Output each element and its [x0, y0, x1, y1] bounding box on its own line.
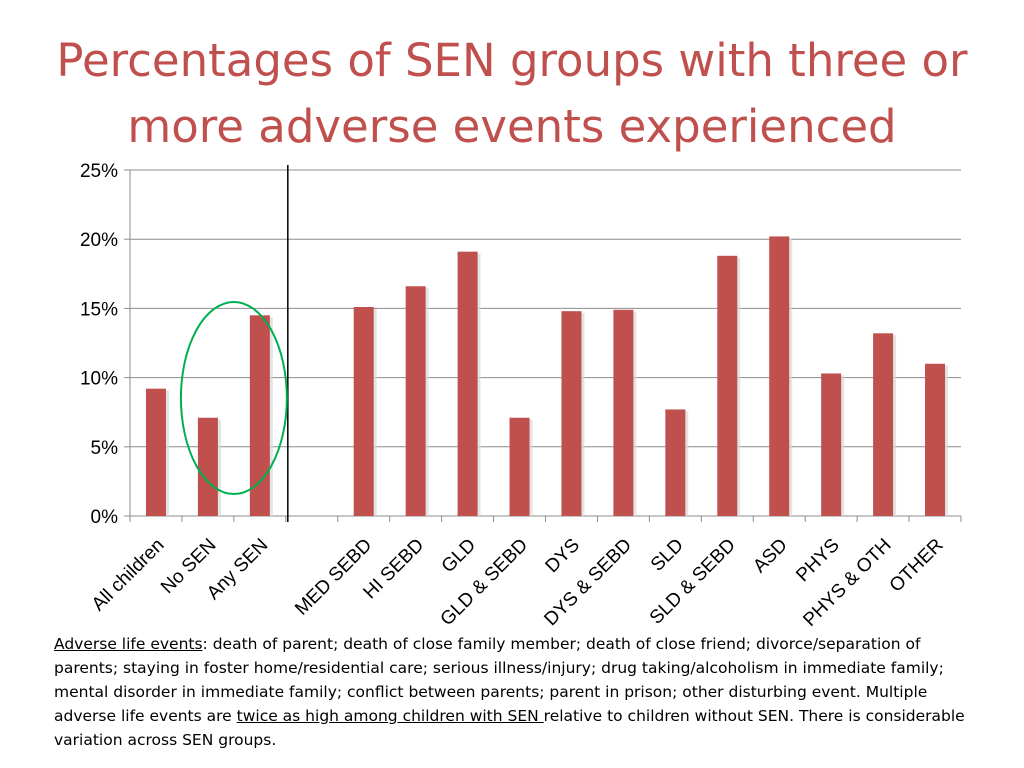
y-tick-label: 5% — [91, 438, 119, 459]
y-tick-label: 25% — [80, 161, 118, 182]
footnote: Adverse life events: death of parent; de… — [54, 632, 974, 752]
y-tick-label: 0% — [91, 507, 119, 528]
bar — [873, 333, 894, 516]
slide-title: Percentages of SEN groups with three or … — [56, 34, 968, 153]
y-tick-label: 10% — [80, 369, 118, 390]
y-tick-label: 20% — [80, 230, 118, 251]
bar — [353, 307, 374, 516]
bar — [145, 388, 166, 516]
footnote-events: : death of parent; death of close family… — [54, 635, 944, 701]
footnote-sentence-start: Multiple adverse life events are — [54, 683, 928, 725]
highlight-ellipse — [179, 301, 288, 495]
bar — [405, 286, 426, 516]
y-tick-labels: 0% 5% 10% 15% 20% 25% — [80, 161, 118, 528]
x-tick-label: DYS — [542, 535, 584, 577]
y-tick-label: 15% — [80, 299, 118, 320]
footnote-sentence-end: relative to children without SEN. There … — [54, 707, 965, 749]
bar — [457, 251, 478, 516]
annotations — [179, 165, 289, 522]
footnote-emphasis: twice as high among children with SEN — [236, 707, 544, 725]
bar — [197, 417, 218, 516]
bar — [769, 236, 790, 516]
bar — [665, 409, 686, 516]
x-tick-label: MED SEBD — [291, 535, 376, 620]
bar — [717, 255, 738, 517]
bar — [249, 315, 270, 516]
footnote-label: Adverse life events — [54, 635, 203, 653]
bar — [925, 363, 946, 516]
bar — [509, 417, 530, 516]
x-tick-label: SLD — [647, 535, 688, 576]
x-tick-label: All children — [88, 535, 169, 616]
bar — [821, 373, 842, 516]
x-tick-label: GLD — [438, 535, 480, 577]
bars — [145, 236, 949, 517]
bar — [561, 311, 582, 516]
x-tick-label: ASD — [749, 535, 791, 577]
bar — [613, 309, 634, 516]
x-tick-label: OTHER — [886, 535, 948, 597]
